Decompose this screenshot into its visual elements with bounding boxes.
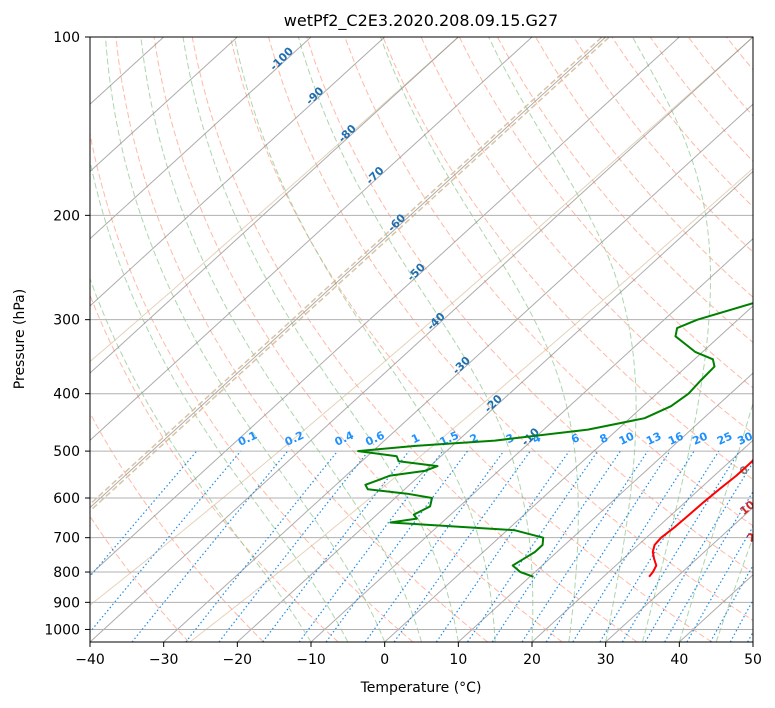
mixing-ratio-line bbox=[262, 450, 410, 642]
mixing-ratio-label: 16 bbox=[666, 429, 686, 447]
isotherm-line bbox=[90, 37, 386, 307]
y-tick-label: 500 bbox=[53, 444, 80, 460]
dry-adiabat-label: 30 bbox=[751, 553, 771, 573]
mixing-ratio-label: 10 bbox=[617, 429, 637, 447]
y-tick-label: 800 bbox=[53, 565, 80, 581]
saturation-curve bbox=[90, 37, 753, 606]
isotherm-line bbox=[236, 170, 753, 642]
saturation-curve bbox=[90, 37, 603, 506]
dry-adiabat-line bbox=[535, 37, 753, 298]
temperature-profile-line bbox=[648, 458, 753, 578]
profile-series bbox=[357, 302, 753, 578]
isotherm-line bbox=[90, 37, 238, 173]
dry-adiabat-line bbox=[153, 37, 563, 642]
x-tick-label: −30 bbox=[149, 652, 179, 668]
mixing-ratio-line bbox=[521, 450, 649, 642]
mixing-ratio-line bbox=[545, 450, 671, 642]
moist-adiabat-line bbox=[182, 37, 459, 642]
mixing-ratio-line bbox=[90, 450, 198, 578]
x-axis-ticks: −40 −30 −20 −10 0 10 20 30 40 50 bbox=[75, 642, 762, 668]
mixing-ratio-line bbox=[185, 450, 339, 642]
x-tick-label: 30 bbox=[597, 652, 615, 668]
moist-adiabat-line bbox=[90, 158, 349, 642]
dry-adiabat-line bbox=[268, 37, 753, 622]
skewed-isotherms bbox=[90, 37, 753, 642]
y-tick-label: 400 bbox=[53, 387, 80, 403]
mixing-ratio-label: 20 bbox=[690, 429, 710, 447]
isotherm-line bbox=[163, 103, 753, 642]
saturation-curve bbox=[189, 167, 753, 642]
x-tick-label: −10 bbox=[296, 652, 326, 668]
moist-adiabat-line bbox=[678, 401, 753, 642]
dry-adiabat-line bbox=[458, 37, 753, 389]
mixing-ratio-line bbox=[435, 450, 570, 642]
x-tick-label: −40 bbox=[75, 652, 105, 668]
x-tick-label: 50 bbox=[744, 652, 762, 668]
isotherm-line bbox=[752, 641, 753, 642]
mixing-ratio-line bbox=[131, 450, 289, 642]
dry-adiabat-line bbox=[496, 37, 753, 344]
isotherm-line bbox=[384, 305, 753, 642]
moist-adiabat-line bbox=[297, 37, 534, 642]
dry-adiabat-line bbox=[90, 515, 190, 642]
mixing-ratio-line bbox=[364, 450, 505, 642]
isotherm-line bbox=[90, 37, 533, 442]
y-axis-ticks: 100 200 300 400 500 600 700 800 900 1000 bbox=[44, 30, 90, 638]
mixing-ratio-line bbox=[491, 450, 621, 642]
saturation-curves bbox=[90, 37, 753, 642]
isotherm-line bbox=[605, 506, 753, 642]
y-tick-label: 600 bbox=[53, 491, 80, 507]
mixing-ratio-line bbox=[325, 450, 468, 642]
mixing-ratio-label: 36 bbox=[756, 429, 775, 447]
dry-adiabat-line bbox=[191, 37, 638, 642]
mixing-ratio-line bbox=[572, 450, 695, 642]
y-tick-label: 1000 bbox=[44, 622, 80, 638]
mixing-ratio-lines bbox=[90, 450, 753, 642]
isotherm-line bbox=[90, 37, 753, 642]
dry-adiabat-line bbox=[765, 37, 775, 642]
mixing-ratio-line bbox=[393, 450, 531, 642]
chart-title: wetPf2_C2E3.2020.208.09.15.G27 bbox=[284, 11, 558, 31]
y-tick-label: 100 bbox=[53, 30, 80, 46]
dry-adiabat-label: 20 bbox=[745, 525, 765, 545]
isotherm-line bbox=[90, 37, 459, 374]
moist-adiabat-line bbox=[105, 37, 386, 642]
dry-adiabat-line bbox=[115, 37, 488, 642]
saturation-curve bbox=[90, 37, 610, 512]
x-tick-label: 40 bbox=[670, 652, 688, 668]
isotherm-line bbox=[310, 237, 753, 642]
plot-area: -100-90-80-70-60-50-40-30-20-100.1 0.2 0.4… bbox=[90, 37, 775, 642]
dry-adiabat-line bbox=[306, 37, 753, 574]
y-tick-label: 200 bbox=[53, 208, 80, 224]
moist-adiabat-line bbox=[380, 37, 579, 642]
saturation-curve bbox=[90, 37, 459, 363]
y-tick-label: 300 bbox=[53, 313, 80, 329]
mixing-ratio-line bbox=[466, 450, 599, 642]
moist-adiabat-line bbox=[140, 37, 422, 642]
isotherm-line bbox=[90, 37, 680, 576]
isotherm-line bbox=[90, 37, 312, 240]
mixing-ratio-label: 25 bbox=[715, 430, 734, 448]
dry-adiabat-line bbox=[90, 293, 339, 642]
y-axis-label: Pressure (hPa) bbox=[12, 289, 28, 389]
x-tick-label: 20 bbox=[523, 652, 541, 668]
x-tick-label: 10 bbox=[449, 652, 467, 668]
dry-adiabat-line bbox=[90, 412, 264, 642]
plot-frame bbox=[89, 36, 754, 643]
x-axis-label: Temperature (°C) bbox=[360, 680, 482, 696]
isotherm-line bbox=[531, 439, 753, 642]
mixing-ratio-line bbox=[90, 450, 242, 633]
x-tick-label: −20 bbox=[223, 652, 253, 668]
pressure-gridlines bbox=[90, 37, 753, 630]
mixing-ratio-label: 30 bbox=[735, 429, 755, 447]
dewpoint-profile-line bbox=[357, 302, 753, 578]
x-tick-label: 0 bbox=[380, 652, 389, 668]
y-tick-label: 700 bbox=[53, 531, 80, 547]
y-tick-label: 900 bbox=[53, 595, 80, 611]
mixing-ratio-label: 13 bbox=[644, 430, 663, 448]
isotherm-line bbox=[90, 37, 607, 509]
moist-adiabat-line bbox=[488, 37, 637, 642]
isotherm-line bbox=[457, 372, 753, 642]
